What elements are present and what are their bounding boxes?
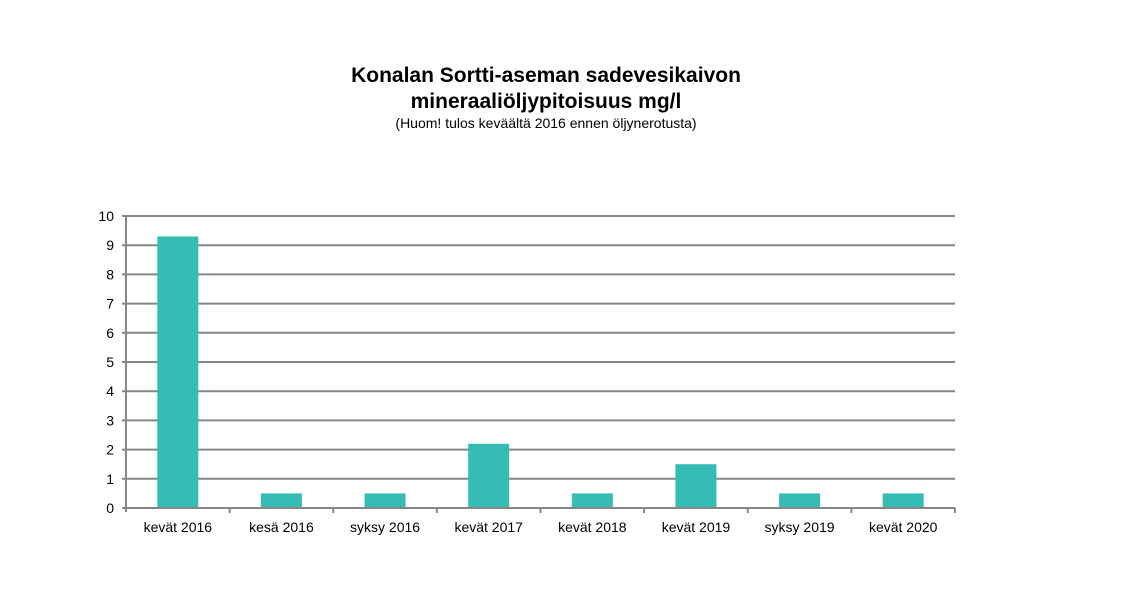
bars [157, 236, 924, 508]
x-tick-label: kevät 2019 [662, 519, 731, 535]
x-tick-label: kesä 2016 [249, 519, 314, 535]
bar-kevät-2017 [468, 443, 510, 508]
chart-title-line-1: Konalan Sortti-aseman sadevesikaivon [351, 64, 741, 87]
chart-subtitle: (Huom! tulos keväältä 2016 ennen öljyner… [395, 115, 696, 131]
bar-kevät-2016 [157, 236, 199, 508]
y-tick-label: 6 [106, 325, 114, 341]
y-tick-label: 7 [106, 296, 114, 312]
bar-kevät-2018 [571, 493, 613, 508]
x-tick-label: kevät 2018 [558, 519, 627, 535]
bar-kevät-2020 [882, 493, 924, 508]
axes [122, 216, 956, 513]
bar-syksy-2016 [364, 493, 406, 508]
chart-title-line-2: mineraaliöljypitoisuus mg/l [411, 90, 682, 113]
x-tick-label: syksy 2016 [350, 519, 420, 535]
y-tick-label: 4 [106, 383, 114, 399]
y-tick-label: 2 [106, 442, 114, 458]
x-tick-label: syksy 2019 [765, 519, 835, 535]
gridlines [122, 215, 955, 480]
x-tick-label: kevät 2016 [144, 519, 213, 535]
y-tick-label: 1 [106, 471, 114, 487]
y-tick-label: 0 [106, 500, 114, 516]
bar-kesä-2016 [260, 493, 302, 508]
y-tick-label: 3 [106, 412, 114, 428]
y-tick-label: 10 [98, 208, 114, 224]
y-tick-label: 5 [106, 354, 114, 370]
x-tick-label: kevät 2017 [454, 519, 523, 535]
x-tick-label: kevät 2020 [869, 519, 938, 535]
bar-kevät-2019 [675, 464, 717, 508]
bar-syksy-2019 [779, 493, 821, 508]
y-tick-label: 9 [106, 237, 114, 253]
y-tick-labels: 0 1 2 3 4 5 6 7 8 9 10 [98, 208, 114, 516]
x-tick-labels: kevät 2016 kesä 2016 syksy 2016 kevät 2017 k… [144, 519, 938, 535]
y-tick-label: 8 [106, 266, 114, 282]
